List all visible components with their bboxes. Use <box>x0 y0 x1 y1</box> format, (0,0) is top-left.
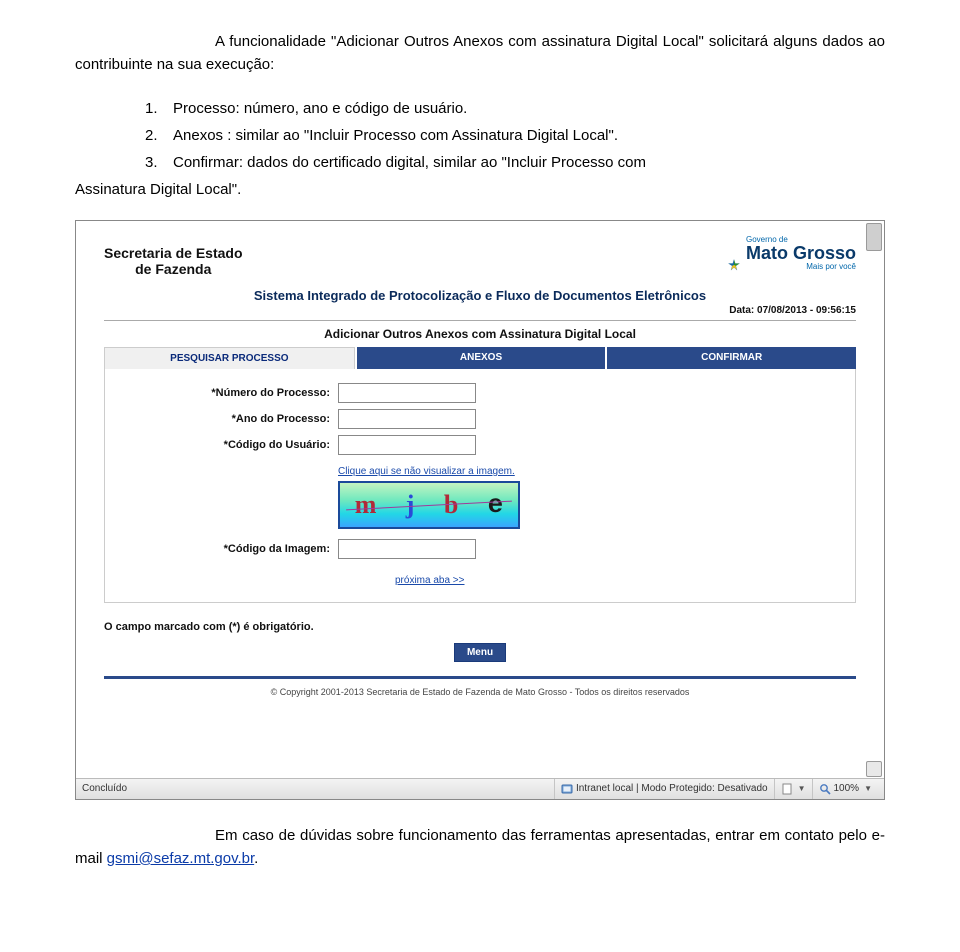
list-number: 3. <box>145 151 173 174</box>
label-ano: *Ano do Processo: <box>115 413 338 425</box>
list-item: 2. Anexos : similar ao "Incluir Processo… <box>145 124 885 147</box>
browser-status-bar: Concluído Intranet local | Modo Protegid… <box>76 778 884 799</box>
status-zoom[interactable]: 100% ▼ <box>812 779 879 799</box>
system-title: Sistema Integrado de Protocolização e Fl… <box>104 288 856 303</box>
captcha-refresh-link[interactable]: Clique aqui se não visualizar a imagem. <box>338 466 515 477</box>
label-codigo-imagem: *Código da Imagem: <box>115 543 338 555</box>
mato-grosso-logo: Governo de Mato Grosso Mais por você <box>728 235 856 271</box>
intro-paragraph: A funcionalidade "Adicionar Outros Anexo… <box>75 30 885 77</box>
dropdown-arrow-icon: ▼ <box>798 784 806 793</box>
secretaria-line1: Secretaria de Estado <box>104 245 243 262</box>
form-row-ano: *Ano do Processo: <box>115 409 845 429</box>
form-panel: *Número do Processo: *Ano do Processo: *… <box>104 369 856 603</box>
input-codigo-usuario[interactable] <box>338 435 476 455</box>
captcha-char: m <box>355 490 377 520</box>
input-ano-processo[interactable] <box>338 409 476 429</box>
list-number: 1. <box>145 97 173 120</box>
zoom-value: 100% <box>834 783 860 794</box>
thick-divider <box>104 676 856 679</box>
required-note: O campo marcado com (*) é obrigatório. <box>104 621 856 633</box>
contact-email-link[interactable]: gsmi@sefaz.mt.gov.br <box>107 850 255 867</box>
tab-pesquisar-processo[interactable]: PESQUISAR PROCESSO <box>104 347 355 369</box>
list-continuation: Assinatura Digital Local". <box>75 178 885 201</box>
status-zone: Intranet local | Modo Protegido: Desativ… <box>554 779 774 799</box>
captcha-char: e <box>488 490 504 520</box>
date-row: Data: 07/08/2013 - 09:56:15 <box>104 305 856 316</box>
form-row-numero: *Número do Processo: <box>115 383 845 403</box>
header-row: Secretaria de Estado de Fazenda Governo … <box>104 235 856 279</box>
status-zone-text: Intranet local | Modo Protegido: Desativ… <box>576 783 768 794</box>
scrollbar-thumb[interactable] <box>866 223 882 251</box>
captcha-image: m j b e <box>338 481 520 529</box>
form-row-codigo-imagem: *Código da Imagem: <box>115 539 845 559</box>
list-text: Confirmar: dados do certificado digital,… <box>173 151 885 174</box>
status-left: Concluído <box>82 783 127 794</box>
outro-text-2: . <box>254 850 258 867</box>
list-item: 1. Processo: número, ano e código de usu… <box>145 97 885 120</box>
status-tools[interactable]: ▼ <box>774 779 812 799</box>
page-subtitle: Adicionar Outros Anexos com Assinatura D… <box>104 327 856 341</box>
intro-block: A funcionalidade "Adicionar Outros Anexo… <box>75 30 885 77</box>
secretaria-line2: de Fazenda <box>104 261 243 278</box>
label-numero: *Número do Processo: <box>115 387 338 399</box>
tab-anexos[interactable]: ANEXOS <box>357 347 606 369</box>
embedded-screenshot: Secretaria de Estado de Fazenda Governo … <box>75 220 885 800</box>
secretaria-title: Secretaria de Estado de Fazenda <box>104 245 243 279</box>
input-numero-processo[interactable] <box>338 383 476 403</box>
list-number: 2. <box>145 124 173 147</box>
zoom-icon <box>819 783 831 795</box>
outro-block: Em caso de dúvidas sobre funcionamento d… <box>75 824 885 871</box>
dropdown-arrow-icon: ▼ <box>864 784 872 793</box>
next-tab-link[interactable]: próxima aba >> <box>395 575 465 586</box>
outro-paragraph: Em caso de dúvidas sobre funcionamento d… <box>75 824 885 871</box>
scrollbar-down-button[interactable] <box>866 761 882 777</box>
input-codigo-imagem[interactable] <box>338 539 476 559</box>
list-text: Anexos : similar ao "Incluir Processo co… <box>173 124 885 147</box>
list-item: 3. Confirmar: dados do certificado digit… <box>145 151 885 174</box>
logo-text: Governo de Mato Grosso Mais por você <box>746 235 856 271</box>
star-icon <box>728 259 740 271</box>
logo-main: Mato Grosso <box>746 244 856 262</box>
logo-tag: Mais por você <box>806 262 856 271</box>
list-text: Processo: número, ano e código de usuári… <box>173 97 885 120</box>
tab-confirmar[interactable]: CONFIRMAR <box>607 347 856 369</box>
menu-button[interactable]: Menu <box>454 643 506 662</box>
form-row-codigo-usuario: *Código do Usuário: <box>115 435 845 455</box>
intro-list: 1. Processo: número, ano e código de usu… <box>145 97 885 175</box>
internet-zone-icon <box>561 783 573 795</box>
copyright: © Copyright 2001-2013 Secretaria de Esta… <box>104 687 856 697</box>
divider <box>104 320 856 321</box>
label-codigo-usuario: *Código do Usuário: <box>115 439 338 451</box>
page-icon <box>781 783 793 795</box>
tabs: PESQUISAR PROCESSO ANEXOS CONFIRMAR <box>104 347 856 369</box>
